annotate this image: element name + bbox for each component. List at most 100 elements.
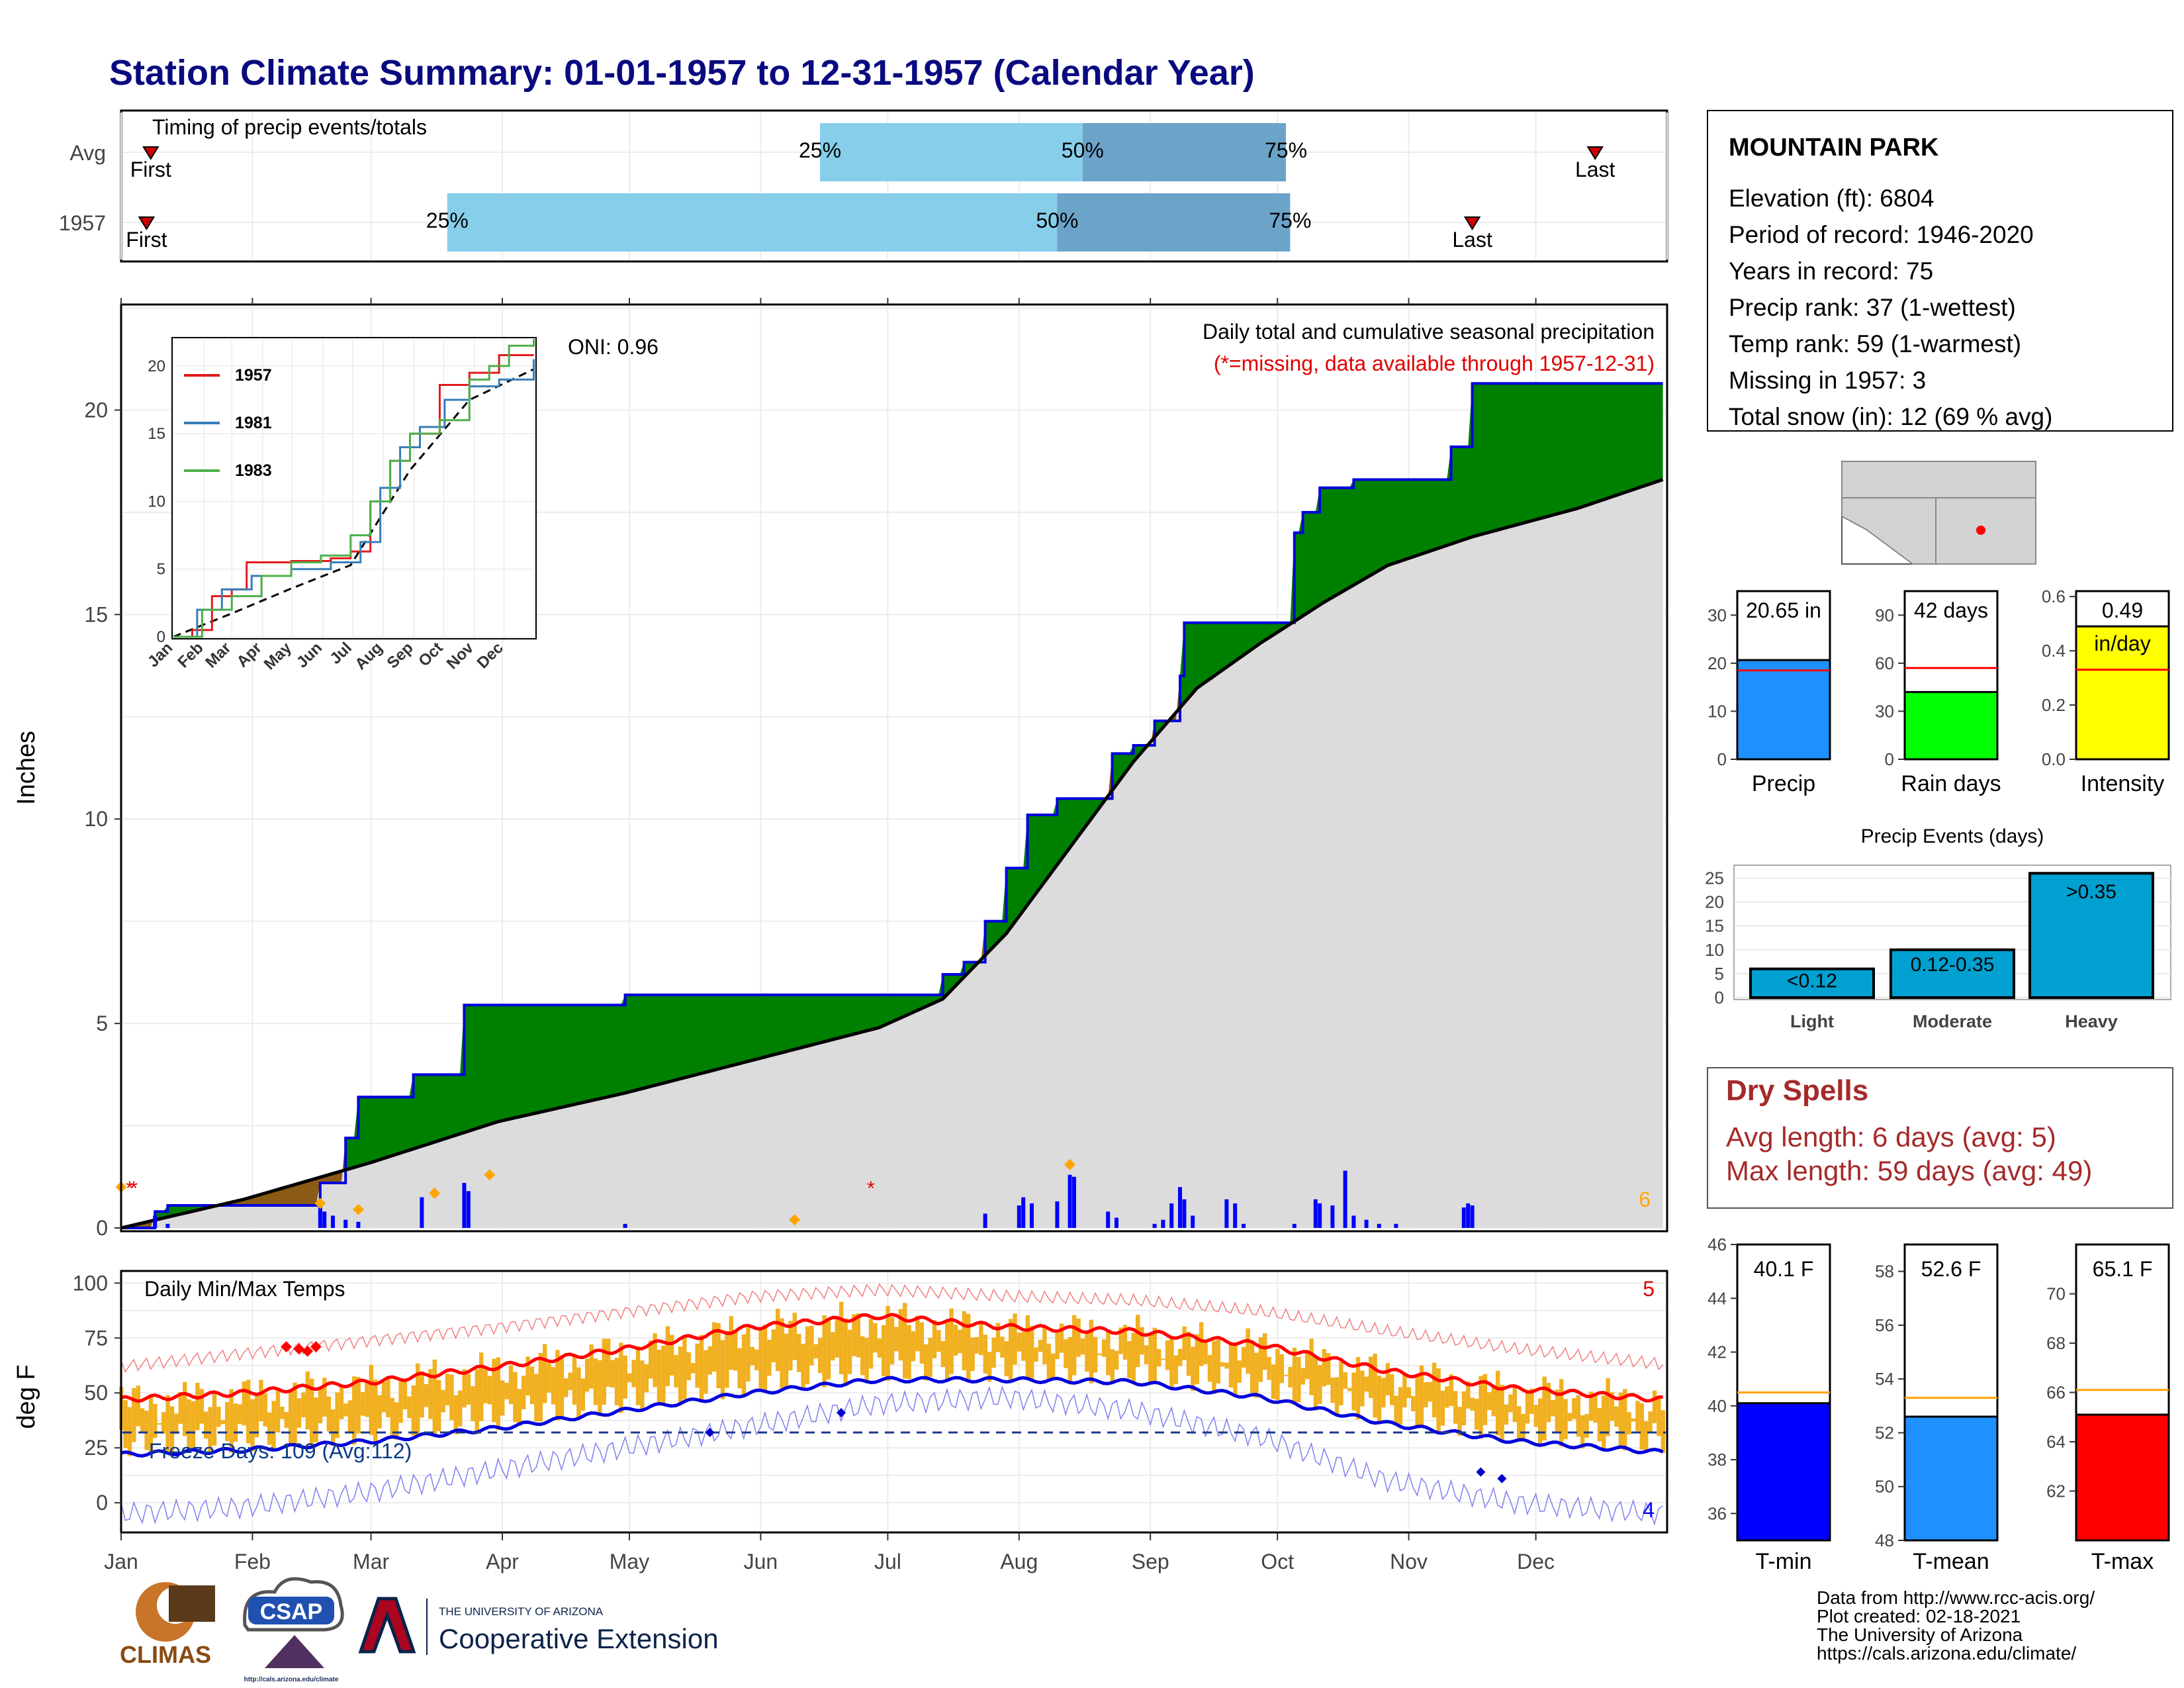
precip-ylabel: Inches bbox=[13, 731, 40, 805]
daily-temp-bar bbox=[271, 1401, 276, 1449]
daily-temp-bar bbox=[1428, 1382, 1432, 1402]
daily-precip-bar bbox=[623, 1223, 627, 1228]
daily-temp-bar bbox=[352, 1376, 357, 1445]
daily-precip-bar bbox=[1318, 1203, 1322, 1228]
daily-temp-bar bbox=[1072, 1315, 1077, 1376]
inset-y-label: 5 bbox=[157, 561, 165, 579]
daily-temp-bar bbox=[1064, 1339, 1068, 1368]
precip-missing-note: (*=missing, data available through 1957-… bbox=[1214, 352, 1655, 375]
daily-temp-bar bbox=[1233, 1345, 1238, 1397]
daily-temp-bar bbox=[1449, 1374, 1453, 1406]
daily-temp-bar bbox=[873, 1323, 878, 1353]
daily-temp-bar bbox=[610, 1360, 615, 1388]
daily-temp-bar bbox=[1161, 1358, 1165, 1360]
daily-precip-bar bbox=[1115, 1217, 1118, 1228]
inset-y-label: 20 bbox=[148, 357, 165, 375]
daily-temp-bar bbox=[843, 1318, 848, 1385]
y-tick-label: 64 bbox=[2046, 1432, 2066, 1452]
event-bin-label: <0.12 bbox=[1787, 970, 1837, 992]
avg-cumulative-area bbox=[121, 479, 1663, 1228]
footer-line: The University of Arizona bbox=[1817, 1624, 2023, 1645]
daily-temp-bar bbox=[195, 1383, 200, 1430]
daily-temp-bar bbox=[898, 1309, 903, 1361]
freeze-days-label: Freeze Days: 109 (Avg:112) bbox=[149, 1439, 412, 1463]
event-bar bbox=[1889, 948, 2015, 1000]
daily-temp-bar bbox=[356, 1377, 361, 1434]
daily-precip-bar bbox=[153, 1215, 158, 1228]
daily-temp-bar bbox=[936, 1330, 941, 1352]
daily-temp-bar bbox=[204, 1411, 208, 1439]
daily-temp-bar bbox=[932, 1320, 937, 1358]
snow-marker bbox=[429, 1188, 441, 1199]
daily-temp-bar bbox=[1169, 1337, 1174, 1387]
daily-temp-bar bbox=[1504, 1404, 1509, 1425]
daily-temp-bar bbox=[1068, 1336, 1072, 1383]
daily-temp-bar bbox=[1406, 1387, 1411, 1399]
daily-temp-bar bbox=[233, 1403, 238, 1442]
daily-temp-bar bbox=[1593, 1393, 1598, 1423]
daily-temp-bar bbox=[1542, 1376, 1547, 1441]
daily-temp-bar bbox=[1254, 1352, 1259, 1398]
last-label: Last bbox=[1452, 228, 1492, 252]
daily-temp-bar bbox=[322, 1378, 327, 1417]
first-label: First bbox=[130, 158, 171, 181]
daily-temp-bar bbox=[183, 1382, 187, 1436]
daily-temp-bar bbox=[813, 1344, 818, 1359]
daily-precip-bar bbox=[983, 1213, 987, 1228]
daily-temp-bar bbox=[686, 1352, 691, 1381]
daily-temp-bar bbox=[593, 1358, 598, 1405]
inset-y-label: 10 bbox=[148, 492, 165, 510]
daily-temp-bar bbox=[1482, 1374, 1488, 1425]
daily-temp-bar bbox=[966, 1313, 971, 1382]
daily-temp-bar bbox=[1461, 1391, 1467, 1426]
month-label: Jul bbox=[874, 1550, 901, 1573]
daily-temp-bar bbox=[339, 1386, 344, 1420]
y-tick-label: 20 bbox=[84, 398, 108, 422]
stat-label: Precip bbox=[1752, 771, 1815, 796]
daily-temp-bar bbox=[1297, 1356, 1301, 1403]
daily-temp-bar bbox=[1127, 1340, 1132, 1379]
daily-temp-bar bbox=[1059, 1323, 1064, 1353]
daily-temp-bar bbox=[1046, 1343, 1051, 1382]
month-label: Oct bbox=[1261, 1550, 1294, 1573]
missing-marker: * bbox=[126, 1178, 134, 1199]
daily-temp-bar bbox=[962, 1311, 966, 1371]
daily-temp-bar bbox=[547, 1363, 551, 1393]
daily-temp-bar bbox=[466, 1374, 471, 1405]
daily-temp-bar bbox=[598, 1360, 602, 1417]
y-tick-label: 66 bbox=[2046, 1383, 2066, 1403]
daily-temp-bar bbox=[1627, 1412, 1631, 1434]
daily-temp-bar bbox=[945, 1321, 950, 1382]
y-tick-label: 20 bbox=[1707, 653, 1727, 673]
daily-precip-bar bbox=[1182, 1199, 1187, 1228]
csap-url: http://cals.arizona.edu/climate bbox=[244, 1676, 339, 1683]
daily-temp-bar bbox=[174, 1413, 179, 1434]
daily-temp-bar bbox=[1080, 1338, 1085, 1355]
y-tick-label: 50 bbox=[1875, 1477, 1894, 1497]
page-title: Station Climate Summary: 01-01-1957 to 1… bbox=[109, 53, 1255, 93]
daily-temp-bar bbox=[572, 1356, 577, 1405]
month-label: Aug bbox=[1000, 1550, 1038, 1573]
daily-temp-bar bbox=[1453, 1391, 1458, 1424]
daily-temp-bar bbox=[915, 1315, 920, 1352]
daily-temp-bar bbox=[903, 1303, 907, 1379]
daily-temp-bar bbox=[564, 1378, 569, 1397]
daily-temp-bar bbox=[1457, 1407, 1462, 1436]
y-tick-label: 30 bbox=[1707, 605, 1727, 625]
daily-temp-bar bbox=[1440, 1390, 1445, 1426]
temp-panel: 0 25 50 75 100 deg F Daily Min/Max Temps Fre… bbox=[13, 1270, 1668, 1534]
daily-temp-bar bbox=[305, 1371, 310, 1430]
daily-temp-bar bbox=[1097, 1353, 1102, 1356]
daily-temp-bar bbox=[513, 1372, 518, 1423]
daily-temp-bar bbox=[1242, 1346, 1246, 1368]
daily-temp-bar bbox=[1318, 1365, 1322, 1404]
daily-temp-bar bbox=[1220, 1362, 1225, 1367]
daily-temp-bar bbox=[1394, 1395, 1398, 1424]
daily-temp-bar bbox=[619, 1342, 623, 1413]
daily-temp-bar bbox=[1402, 1373, 1407, 1408]
daily-temp-bar bbox=[1339, 1362, 1343, 1405]
daily-temp-bar bbox=[737, 1348, 742, 1389]
precip-corner-number: 6 bbox=[1639, 1188, 1651, 1211]
daily-precip-bar bbox=[1292, 1223, 1297, 1228]
